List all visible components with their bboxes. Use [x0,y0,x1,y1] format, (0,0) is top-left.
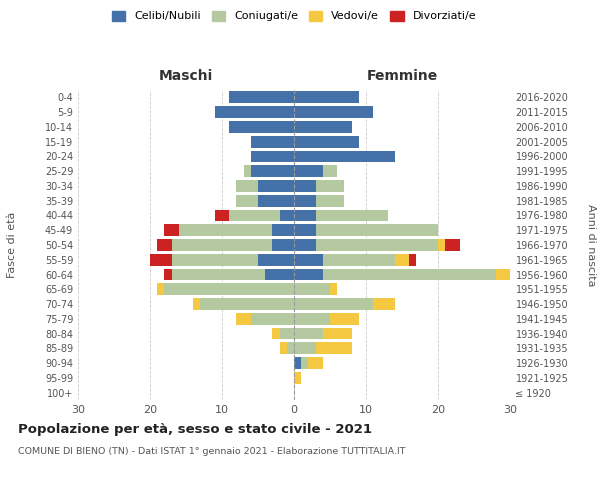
Bar [193,298,200,310]
Bar [445,239,460,251]
Bar [251,136,294,147]
Bar [330,313,359,324]
Bar [323,166,337,177]
Bar [395,254,409,266]
Bar [316,239,438,251]
Text: COMUNE DI BIENO (TN) - Dati ISTAT 1° gennaio 2021 - Elaborazione TUTTITALIA.IT: COMUNE DI BIENO (TN) - Dati ISTAT 1° gen… [18,448,406,456]
Bar [294,180,316,192]
Bar [323,254,395,266]
Bar [409,254,416,266]
Bar [215,210,229,222]
Bar [258,254,294,266]
Bar [236,195,258,206]
Bar [280,342,287,354]
Bar [294,195,316,206]
Bar [164,284,294,295]
Bar [301,357,308,369]
Text: Popolazione per età, sesso e stato civile - 2021: Popolazione per età, sesso e stato civil… [18,422,372,436]
Bar [294,121,352,133]
Bar [244,166,251,177]
Bar [294,313,330,324]
Bar [229,121,294,133]
Bar [251,166,294,177]
Bar [294,239,316,251]
Bar [294,254,323,266]
Bar [316,224,438,236]
Bar [510,268,524,280]
Bar [215,106,294,118]
Bar [236,180,258,192]
Bar [164,268,172,280]
Bar [157,239,172,251]
Text: Fasce di età: Fasce di età [7,212,17,278]
Bar [294,166,323,177]
Bar [258,180,294,192]
Bar [272,239,294,251]
Bar [179,224,272,236]
Bar [438,239,445,251]
Bar [287,342,294,354]
Bar [373,298,395,310]
Bar [164,224,179,236]
Bar [229,210,280,222]
Bar [272,328,280,340]
Bar [294,150,395,162]
Text: Anni di nascita: Anni di nascita [586,204,596,286]
Bar [330,284,337,295]
Bar [323,328,352,340]
Bar [294,342,316,354]
Text: Femmine: Femmine [367,68,437,82]
Bar [294,136,359,147]
Bar [323,268,496,280]
Bar [172,268,265,280]
Bar [294,357,301,369]
Bar [496,268,510,280]
Bar [265,268,294,280]
Bar [172,239,272,251]
Bar [316,342,352,354]
Bar [294,298,373,310]
Bar [294,92,359,104]
Bar [294,328,323,340]
Legend: Celibi/Nubili, Coniugati/e, Vedovi/e, Divorziati/e: Celibi/Nubili, Coniugati/e, Vedovi/e, Di… [112,10,476,22]
Bar [229,92,294,104]
Bar [294,284,330,295]
Bar [200,298,294,310]
Bar [294,372,301,384]
Bar [150,254,172,266]
Bar [251,150,294,162]
Bar [316,180,344,192]
Bar [236,313,251,324]
Bar [172,254,258,266]
Bar [308,357,323,369]
Bar [272,224,294,236]
Bar [280,328,294,340]
Bar [251,313,294,324]
Bar [157,284,164,295]
Bar [294,268,323,280]
Bar [294,106,373,118]
Bar [280,210,294,222]
Bar [316,210,388,222]
Bar [294,210,316,222]
Bar [294,224,316,236]
Text: Maschi: Maschi [159,68,213,82]
Bar [258,195,294,206]
Bar [316,195,344,206]
